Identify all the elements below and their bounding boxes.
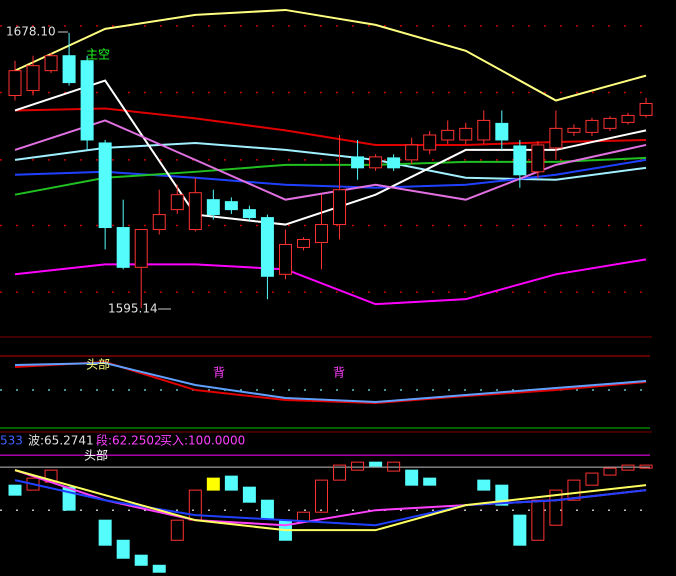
candle-body: [369, 156, 383, 169]
candle-body: [44, 55, 58, 72]
indicator-block: [152, 564, 166, 573]
indicator-block: [549, 489, 563, 526]
candle-body: [621, 114, 635, 123]
candle-body: [315, 224, 329, 243]
marks: [0, 8, 653, 573]
divergence-label: 背: [333, 366, 345, 380]
indicator-block: [369, 461, 383, 467]
candle-body: [459, 127, 473, 141]
candle-body: [495, 122, 509, 141]
candle-body: [296, 238, 310, 248]
indicator-block: [567, 479, 581, 501]
indicator-block: [477, 479, 491, 491]
candle-body: [116, 227, 130, 268]
indicator-block: [8, 484, 22, 496]
indicator-block: [621, 464, 635, 471]
indicator-line: [14, 469, 647, 532]
indicator-line: [14, 8, 647, 102]
indicator-line: [14, 158, 647, 189]
candle-body: [134, 229, 148, 268]
candle-body: [188, 192, 202, 231]
indicator-block: [387, 461, 401, 472]
indicator-block: [585, 472, 599, 486]
indicator-block: [603, 467, 617, 476]
candle-body: [549, 127, 563, 149]
indicator-block: [513, 514, 527, 546]
indicator-block: [333, 464, 347, 481]
top-label: 头部: [86, 357, 110, 372]
candle-body: [351, 156, 365, 169]
candle-body: [639, 102, 653, 116]
indicator-line: [14, 107, 647, 146]
indicator-line: [14, 141, 647, 181]
candle-body: [26, 65, 40, 92]
candle-body: [441, 129, 455, 141]
candle-body: [224, 201, 238, 211]
indicator-header: 买入:100.0000: [160, 434, 245, 448]
candle-body: [242, 209, 256, 219]
indicator-line: [14, 469, 647, 527]
candle-body: [333, 189, 347, 226]
candle-body: [206, 199, 220, 216]
candle-body: [477, 119, 491, 141]
indicator-line: [14, 362, 647, 404]
indicator-block: [351, 461, 365, 471]
candle-body: [62, 55, 76, 84]
indicator-block: [423, 477, 437, 486]
candle-body: [152, 214, 166, 231]
signal-label: 主空: [86, 48, 110, 62]
top-label: 头部: [84, 448, 108, 463]
indicator-block: [98, 519, 112, 546]
candle-body: [423, 134, 437, 151]
indicator-block: [242, 486, 256, 503]
indicator-block: [224, 475, 238, 491]
candle-body: [170, 194, 184, 211]
high-label: 1678.10: [6, 25, 56, 39]
indicator-line: [14, 479, 647, 527]
indicator-block: [170, 519, 184, 541]
candle-body: [80, 60, 94, 141]
candle-body: [513, 145, 527, 176]
candle-body: [585, 119, 599, 133]
candle-body: [278, 243, 292, 275]
indicator-line: [14, 258, 647, 306]
candle-body: [260, 217, 274, 277]
candle-body: [405, 144, 419, 161]
candle-body: [531, 144, 545, 173]
indicator-block: [206, 477, 220, 491]
indicator-header: 533: [0, 434, 23, 448]
candle-body: [8, 70, 22, 97]
indicator-block: [405, 469, 419, 486]
indicator-block: [531, 499, 545, 541]
indicator-block: [116, 539, 130, 559]
divergence-label: 背: [213, 366, 225, 380]
indicator-block: [26, 477, 40, 491]
candle-body: [387, 157, 401, 169]
indicator-block: [134, 554, 148, 566]
candle-body: [603, 117, 617, 129]
candle-body: [567, 127, 581, 133]
candle-body: [98, 142, 112, 229]
indicator-block: [315, 479, 329, 513]
indicator-header: 段:62.2502: [96, 433, 162, 448]
indicator-header: 波:65.2741: [28, 434, 94, 448]
indicator-block: [639, 464, 653, 469]
indicator-block: [260, 499, 274, 519]
low-label: 1595.14: [108, 302, 158, 316]
